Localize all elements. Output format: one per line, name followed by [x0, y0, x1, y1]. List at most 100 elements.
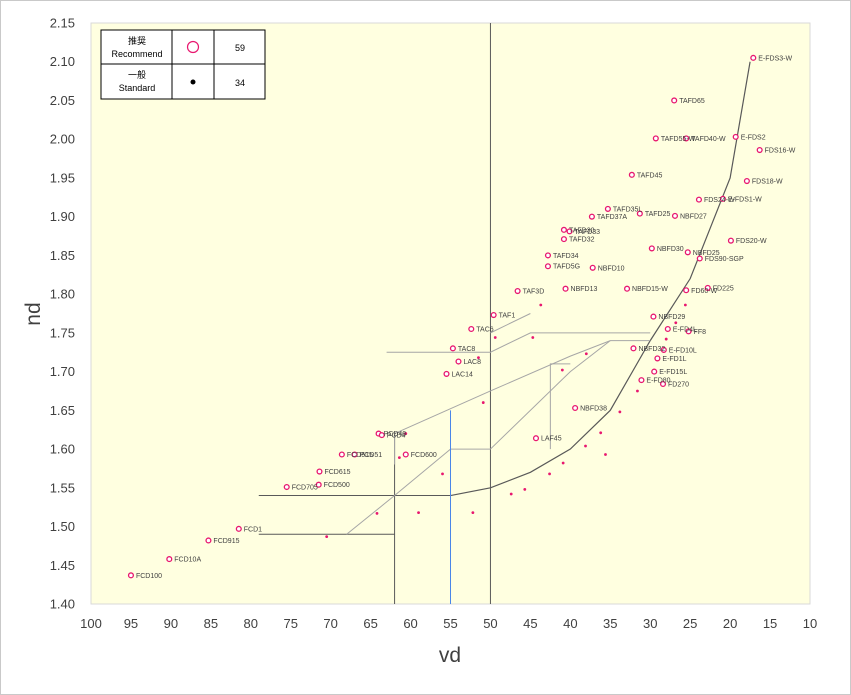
data-point-recommend	[727, 237, 734, 244]
y-tick-label: 2.05	[50, 93, 75, 108]
data-point-recommend	[659, 380, 667, 388]
point-label: FCD515	[347, 452, 373, 459]
data-point-standard	[375, 511, 379, 515]
data-point-standard	[481, 401, 485, 404]
x-tick-label: 100	[80, 616, 102, 631]
data-point-recommend	[743, 177, 750, 185]
glass-region-lines	[258, 23, 751, 604]
data-point-recommend	[449, 345, 456, 352]
data-point-recommend	[455, 358, 462, 365]
y-tick-label: 1.70	[50, 364, 75, 379]
data-point-recommend	[651, 368, 658, 375]
data-point-recommend	[648, 245, 655, 252]
data-point-recommend	[562, 285, 569, 292]
data-point-recommend	[638, 377, 645, 384]
x-tick-label: 10	[803, 616, 817, 631]
region-line	[394, 340, 651, 465]
point-label: FCD500	[324, 482, 350, 489]
point-label: TAF3D	[523, 289, 545, 296]
point-label: E-FD80	[646, 378, 670, 385]
y-axis-title: nd	[22, 302, 45, 325]
region-line	[549, 363, 571, 450]
point-label: NBFD10	[598, 265, 625, 272]
x-tick-label: 15	[763, 616, 777, 631]
data-point-standard	[560, 368, 564, 372]
legend: 推奨 Recommend 59 一般 Standard 34	[100, 29, 266, 100]
point-label: LAC8	[463, 359, 481, 366]
data-point-standard	[493, 336, 497, 339]
data-point-recommend	[660, 346, 667, 353]
point-label: TAFD37A	[597, 214, 628, 221]
data-point-recommend	[514, 287, 521, 295]
data-point-recommend	[351, 451, 358, 458]
x-axis-ticks: 100 95 90 85 80 75 70 65 60 55 50 45 40 35 30 25 20 15 10	[80, 616, 817, 631]
data-point-standard	[618, 410, 622, 414]
point-label: NBFD30	[657, 246, 684, 253]
point-label: FF8	[694, 329, 707, 336]
region-line	[490, 313, 531, 334]
region-line	[386, 332, 651, 353]
data-point-recommend	[630, 345, 637, 352]
point-label: NBFD29	[658, 314, 685, 321]
data-point-recommend	[566, 228, 573, 235]
point-label: TAFD65	[679, 98, 705, 105]
point-label: FCD915	[213, 538, 239, 545]
data-point-recommend	[315, 481, 322, 488]
data-point-standard	[531, 336, 535, 339]
data-point-standard	[523, 487, 527, 491]
x-tick-label: 70	[323, 616, 337, 631]
point-label: NBFD38	[580, 406, 607, 413]
point-label: FCD1	[244, 526, 262, 533]
data-point-standard	[674, 321, 678, 325]
data-point-recommend	[560, 236, 567, 243]
data-point-recommend	[654, 355, 661, 362]
data-point-recommend	[532, 435, 540, 442]
point-label: PCD51	[360, 452, 383, 459]
x-tick-label: 55	[443, 616, 457, 631]
data-point-recommend	[166, 556, 173, 563]
legend-open-circle-marker	[186, 40, 200, 54]
point-label: TAFD5G	[553, 264, 580, 271]
data-point-recommend	[636, 210, 643, 217]
y-axis-ticks: 1.40 1.45 1.50 1.55 1.60 1.65 1.70 1.75 1.80 1.85…	[50, 16, 75, 612]
x-tick-label: 90	[164, 616, 178, 631]
point-label: LAC14	[452, 371, 474, 378]
data-point-recommend	[490, 311, 497, 319]
data-point-standard	[664, 337, 668, 341]
data-point-recommend	[560, 226, 567, 233]
y-tick-label: 1.40	[50, 597, 75, 612]
data-point-recommend	[750, 54, 757, 61]
data-point-recommend	[544, 263, 552, 270]
data-point-recommend	[235, 525, 242, 532]
data-point-standard	[561, 461, 565, 465]
y-tick-label: 1.80	[50, 287, 75, 302]
point-label: TAFD55-W	[661, 136, 696, 143]
data-point-recommend	[756, 146, 763, 154]
point-label: FD225	[713, 285, 734, 292]
legend-recommend-count: 59	[235, 43, 245, 53]
region-line	[346, 448, 491, 535]
y-tick-label: 2.10	[50, 54, 75, 69]
x-tick-label: 75	[283, 616, 297, 631]
point-label: TAFD40-W	[691, 136, 726, 143]
data-point-recommend	[683, 135, 690, 142]
data-point-recommend	[468, 325, 475, 333]
point-label: TAFD34	[553, 253, 579, 260]
x-tick-label: 20	[723, 616, 737, 631]
x-tick-label: 50	[483, 616, 497, 631]
x-tick-label: 85	[204, 616, 218, 631]
data-point-recommend	[628, 171, 635, 178]
legend-recommend-jp: 推奨	[128, 35, 146, 46]
data-point-recommend	[588, 213, 595, 220]
data-point-recommend	[684, 249, 691, 256]
data-point-recommend	[283, 483, 290, 491]
point-label: E-FDS3-W	[758, 55, 792, 62]
point-label: TAFD33	[575, 229, 601, 236]
point-label: E-FDS2	[741, 134, 766, 141]
data-point-recommend	[732, 133, 739, 140]
point-label: FDS90-SGP	[705, 256, 744, 263]
point-label: TAFD25	[645, 211, 671, 218]
region-line	[490, 340, 611, 450]
